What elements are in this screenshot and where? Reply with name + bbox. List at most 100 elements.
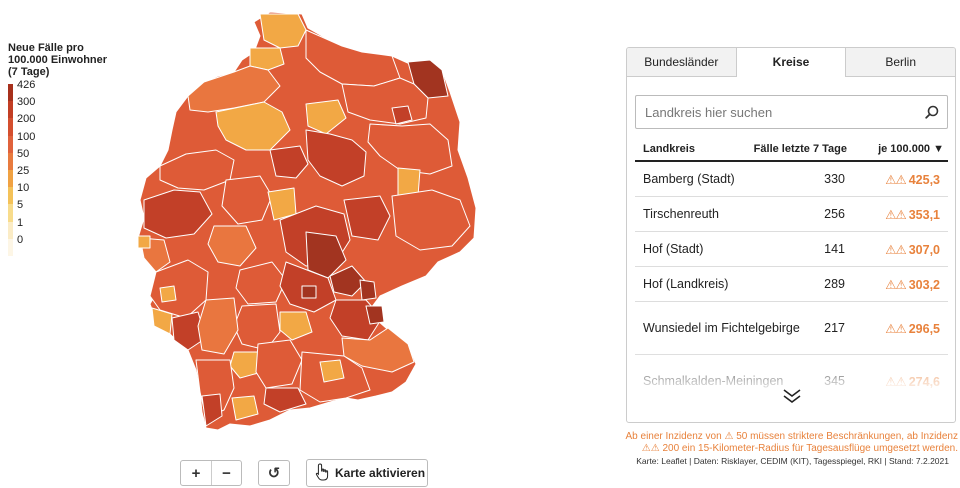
table-row[interactable]: Tirschenreuth 256 ⚠⚠ 353,1: [635, 197, 948, 232]
legend-label: 300: [17, 96, 36, 109]
region-loerrach[interactable]: [201, 393, 223, 427]
region-sachsen-west[interactable]: [343, 195, 391, 241]
table-row[interactable]: Bamberg (Stadt) 330 ⚠⚠ 425,3: [635, 162, 948, 197]
table-row[interactable]: Hof (Landkreis) 289 ⚠⚠ 303,2: [635, 267, 948, 302]
source-credit: Karte: Leaflet | Daten: Risklayer, CEDIM…: [636, 456, 949, 466]
district-rate-value: 274,6: [908, 374, 940, 389]
district-rate: ⚠⚠ 353,1: [845, 207, 948, 222]
search-icon[interactable]: [917, 97, 947, 127]
map-regions: [139, 13, 471, 427]
district-cases: 330: [824, 172, 845, 186]
region-aachen[interactable]: [137, 235, 151, 249]
germany-district-map[interactable]: [130, 0, 490, 455]
map-legend: Neue Fälle pro 100.000 Einwohner (7 Tage…: [8, 42, 128, 256]
legend-label: 0: [17, 233, 24, 246]
search-input[interactable]: [636, 97, 917, 127]
region-nrw-ruhr[interactable]: [143, 189, 213, 239]
region-allgaeu[interactable]: [263, 387, 307, 413]
district-rate: ⚠⚠ 425,3: [845, 172, 948, 187]
region-sachsen-east[interactable]: [391, 189, 471, 251]
reset-view-button[interactable]: ↺: [267, 465, 281, 482]
district-rate-value: 353,1: [908, 207, 940, 222]
region-vogtland[interactable]: [329, 265, 367, 297]
legend-swatch: [8, 101, 13, 119]
region-niedersachsen-north[interactable]: [187, 65, 281, 113]
chevron-double-down-icon: [782, 388, 802, 409]
column-header-rate[interactable]: je 100.000 ▼: [878, 143, 944, 155]
district-name: Hof (Stadt): [643, 242, 704, 256]
region-tirschenreuth[interactable]: [365, 305, 385, 325]
legend-label: 200: [17, 113, 36, 126]
region-berlin[interactable]: [391, 105, 413, 125]
region-hamburg-area[interactable]: [249, 47, 285, 71]
region-hof[interactable]: [359, 279, 377, 301]
region-nuernberg[interactable]: [279, 311, 313, 341]
region-koblenz[interactable]: [159, 285, 177, 303]
activate-map-button[interactable]: Karte aktivieren: [306, 459, 428, 487]
region-schleswig-holstein[interactable]: [259, 13, 307, 49]
district-cases: 217: [824, 321, 845, 335]
district-search: [635, 95, 948, 129]
legend-scale: 426 300 200 100 50 25 10 5 1 0: [8, 79, 128, 256]
warning-icon: ⚠⚠: [885, 321, 906, 336]
region-hessen-mid[interactable]: [207, 225, 257, 267]
region-niederbayern[interactable]: [341, 327, 415, 373]
district-table: Landkreis Fälle letzte 7 Tage je 100.000…: [635, 138, 948, 392]
region-altmark[interactable]: [305, 99, 347, 135]
table-row[interactable]: Hof (Stadt) 141 ⚠⚠ 307,0: [635, 232, 948, 267]
legend-swatch: [8, 238, 13, 256]
warning-icon: ⚠⚠: [885, 242, 906, 257]
zoom-in-button[interactable]: +: [191, 464, 201, 482]
legend-label: 100: [17, 130, 36, 143]
region-pfalz[interactable]: [171, 311, 207, 351]
legend-label: 1: [17, 216, 24, 229]
zoom-out-button[interactable]: −: [211, 461, 241, 485]
region-harz[interactable]: [269, 145, 309, 179]
region-muenchen[interactable]: [319, 359, 345, 383]
show-more-button[interactable]: [627, 388, 955, 409]
district-cases: 289: [824, 277, 845, 291]
region-saarland[interactable]: [151, 307, 173, 335]
district-cases: 345: [824, 374, 845, 388]
legend-label: 25: [17, 164, 30, 177]
district-name: Wunsiedel im Fichtelgebirge: [643, 321, 800, 335]
tab-kreise[interactable]: Kreise: [735, 48, 846, 77]
district-name: Hof (Landkreis): [643, 277, 729, 291]
activate-map-label: Karte aktivieren: [335, 466, 426, 480]
warning-icon: ⚠⚠: [885, 374, 906, 389]
region-thueringen-east[interactable]: [305, 231, 347, 279]
region-sachsen-anhalt[interactable]: [305, 129, 367, 187]
district-cases: 141: [824, 242, 845, 256]
warning-icon: ⚠⚠: [885, 172, 906, 187]
legend-swatch: [8, 204, 13, 222]
table-row[interactable]: Wunsiedel im Fichtelgebirge 217 ⚠⚠ 296,5: [635, 302, 948, 355]
region-wuerttemberg[interactable]: [255, 339, 303, 389]
hand-pointer-icon: [315, 462, 329, 484]
district-rate-value: 296,5: [908, 321, 940, 336]
tab-bundeslaender[interactable]: Bundesländer: [627, 48, 736, 76]
legend-swatch: [8, 118, 13, 136]
table-row[interactable]: Schmalkalden-Meiningen 345 ⚠⚠ 274,6: [635, 355, 948, 392]
region-baden-north[interactable]: [197, 297, 239, 355]
district-rate-value: 425,3: [908, 172, 940, 187]
region-rheinland-pfalz[interactable]: [149, 259, 209, 319]
legend-title: Neue Fälle pro 100.000 Einwohner (7 Tage…: [8, 42, 108, 78]
table-header: Landkreis Fälle letzte 7 Tage je 100.000…: [635, 138, 948, 162]
region-brandenburg-south[interactable]: [367, 123, 453, 175]
warning-icon: ⚠⚠: [885, 207, 906, 222]
district-rate-value: 303,2: [908, 277, 940, 292]
district-rate: ⚠⚠ 303,2: [845, 277, 948, 292]
legend-labels: 426 300 200 100 50 25 10 5 1 0: [17, 79, 35, 251]
column-header-landkreis[interactable]: Landkreis: [643, 143, 695, 155]
district-name: Bamberg (Stadt): [643, 172, 735, 186]
legend-label: 50: [17, 147, 30, 160]
column-header-cases[interactable]: Fälle letzte 7 Tage: [753, 143, 847, 155]
region-hessen-north[interactable]: [221, 175, 273, 225]
legend-label: 426: [17, 79, 36, 91]
tab-berlin[interactable]: Berlin: [845, 48, 955, 76]
region-bamberg[interactable]: [301, 285, 317, 299]
region-bodensee[interactable]: [231, 395, 259, 421]
region-unterfranken[interactable]: [235, 261, 287, 305]
district-rate: ⚠⚠ 307,0: [845, 242, 948, 257]
legend-color-bar: [8, 84, 13, 256]
